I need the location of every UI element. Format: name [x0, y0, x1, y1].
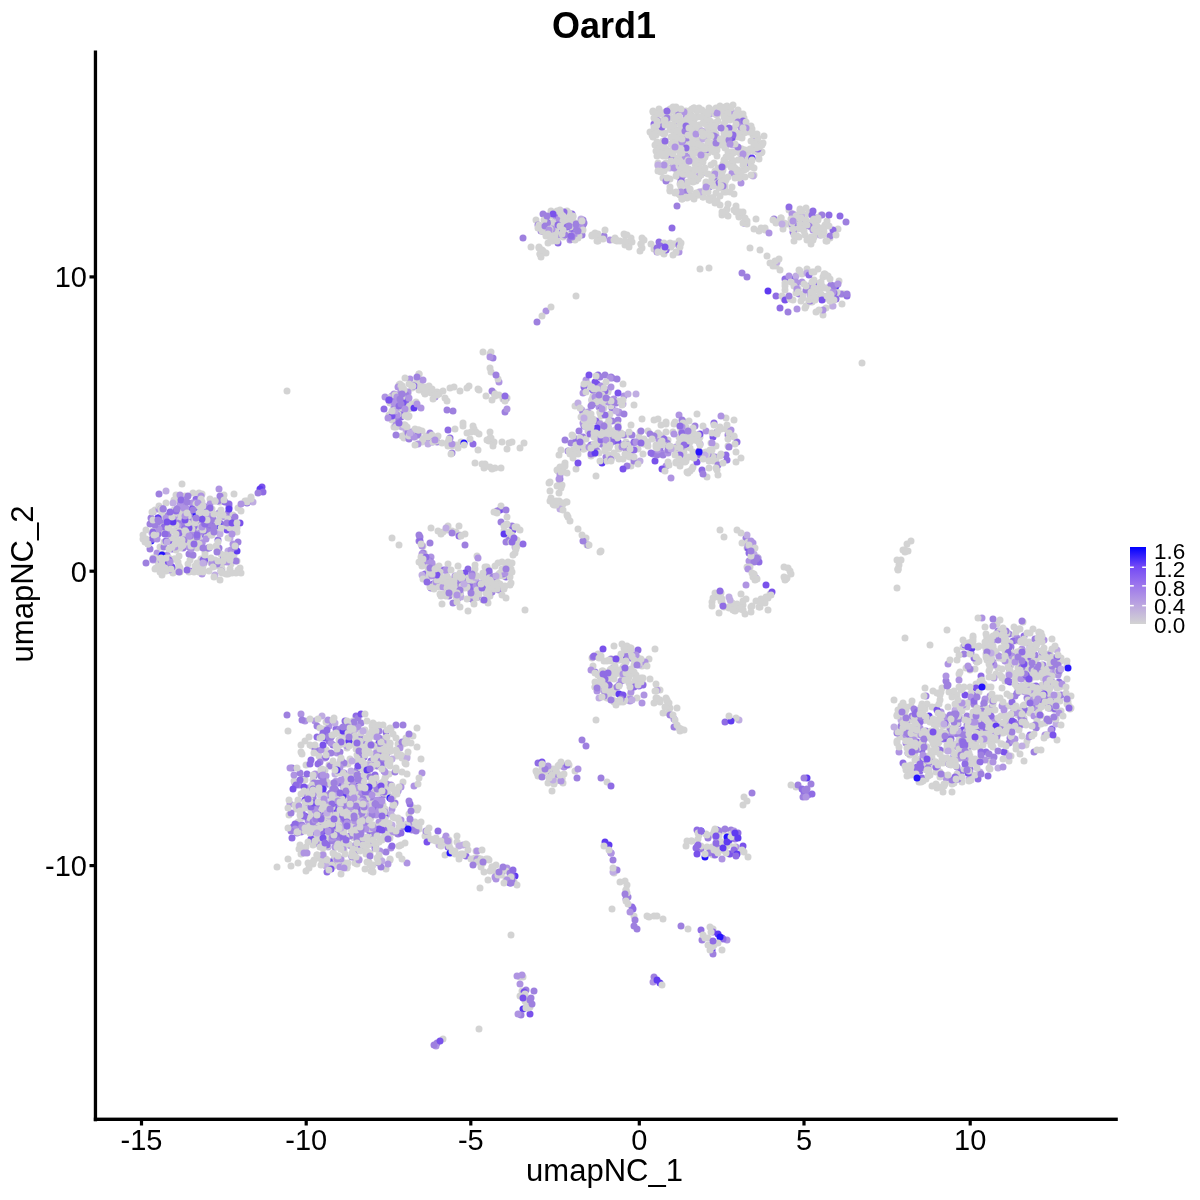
svg-text:-5: -5 — [458, 1124, 484, 1156]
svg-text:umapNC_1: umapNC_1 — [526, 1153, 683, 1188]
svg-text:10: 10 — [954, 1124, 986, 1156]
svg-text:Oard1: Oard1 — [552, 5, 656, 46]
svg-text:umapNC_2: umapNC_2 — [5, 506, 40, 663]
svg-text:0.0: 0.0 — [1154, 613, 1185, 638]
svg-text:-10: -10 — [45, 850, 87, 882]
svg-text:-15: -15 — [121, 1124, 163, 1156]
svg-text:5: 5 — [796, 1124, 812, 1156]
svg-text:-10: -10 — [285, 1124, 327, 1156]
svg-text:0: 0 — [631, 1124, 647, 1156]
svg-text:10: 10 — [55, 261, 87, 293]
svg-text:0: 0 — [71, 556, 87, 588]
